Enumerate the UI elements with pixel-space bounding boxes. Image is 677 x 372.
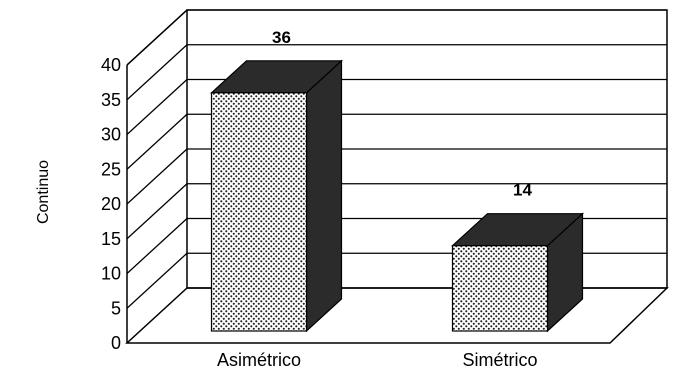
bar — [451, 245, 549, 332]
gridline-side — [126, 183, 188, 240]
y-tick-label: 0 — [111, 333, 121, 353]
bar-side — [305, 59, 343, 333]
y-tick-label: 35 — [101, 90, 121, 110]
x-axis-labels: Asimétrico Simétrico — [217, 350, 538, 370]
bar — [210, 92, 308, 332]
bars: 36 14 — [209, 28, 585, 333]
floor — [125, 287, 669, 344]
gridline-side — [126, 79, 188, 135]
y-tick-label: 30 — [101, 125, 121, 145]
gridline-side — [126, 113, 188, 170]
gridlines — [126, 9, 667, 309]
data-label: 14 — [513, 181, 532, 200]
data-label: 36 — [272, 28, 291, 47]
gridline-side — [126, 252, 188, 309]
y-axis-title: Continuo — [35, 160, 52, 224]
gridline-side — [126, 218, 188, 274]
gridline-side — [126, 44, 188, 101]
y-tick-label: 20 — [101, 194, 121, 214]
x-tick-label: Asimétrico — [217, 350, 301, 370]
y-tick-label: 5 — [111, 298, 121, 318]
gridline-side — [126, 9, 188, 66]
y-tick-label: 25 — [101, 159, 121, 179]
y-tick-label: 10 — [101, 264, 121, 284]
y-axis-ticks: 0 5 10 15 20 25 30 35 40 — [101, 55, 121, 353]
y-tick-label: 15 — [101, 229, 121, 249]
y-tick-label: 40 — [101, 55, 121, 75]
x-tick-label: Simétrico — [462, 350, 537, 370]
gridline-side — [126, 148, 188, 205]
chart-frame — [125, 9, 669, 344]
